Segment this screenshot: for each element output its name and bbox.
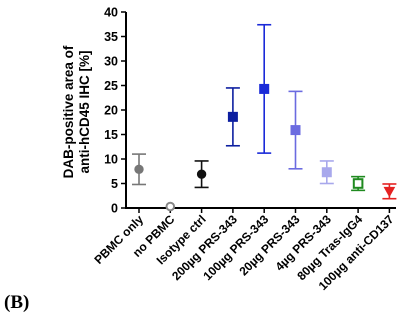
data-point [196, 169, 207, 179]
y-tick-label: 10 [104, 153, 118, 167]
y-tick-label: 15 [104, 128, 118, 142]
y-tick-label: 35 [104, 30, 118, 44]
data-point [321, 167, 332, 178]
data-point-group [165, 201, 176, 212]
y-axis-label-line1: DAB-positive area of [61, 45, 76, 178]
data-point-group [288, 90, 303, 170]
data-point-group [319, 160, 334, 185]
y-tick-label: 30 [104, 55, 118, 69]
data-point [165, 201, 176, 212]
data-point [134, 164, 144, 174]
data-point [227, 111, 238, 122]
panel-label: (B) [4, 292, 30, 313]
y-axis-label: DAB-positive area of anti-hCD45 IHC [%] [61, 45, 92, 178]
data-point-group [225, 87, 240, 147]
y-tick-label: 0 [111, 202, 118, 216]
data-point-group [194, 160, 209, 189]
data-points [132, 23, 397, 212]
data-point-group [132, 153, 146, 186]
y-axis-label-line2: anti-hCD45 IHC [%] [77, 50, 92, 173]
data-point-group [257, 23, 272, 154]
y-tick-label: 20 [104, 104, 118, 118]
data-point-group [351, 175, 366, 192]
y-ticks: 0 5 10 15 20 25 30 35 40 [104, 6, 126, 216]
y-tick-label: 40 [104, 6, 118, 20]
data-point-group [382, 183, 397, 200]
data-point [290, 125, 301, 136]
y-tick-label: 25 [104, 79, 118, 93]
y-tick-label: 5 [111, 177, 118, 191]
data-point [259, 83, 270, 94]
data-point [383, 186, 396, 198]
data-point [352, 178, 364, 189]
